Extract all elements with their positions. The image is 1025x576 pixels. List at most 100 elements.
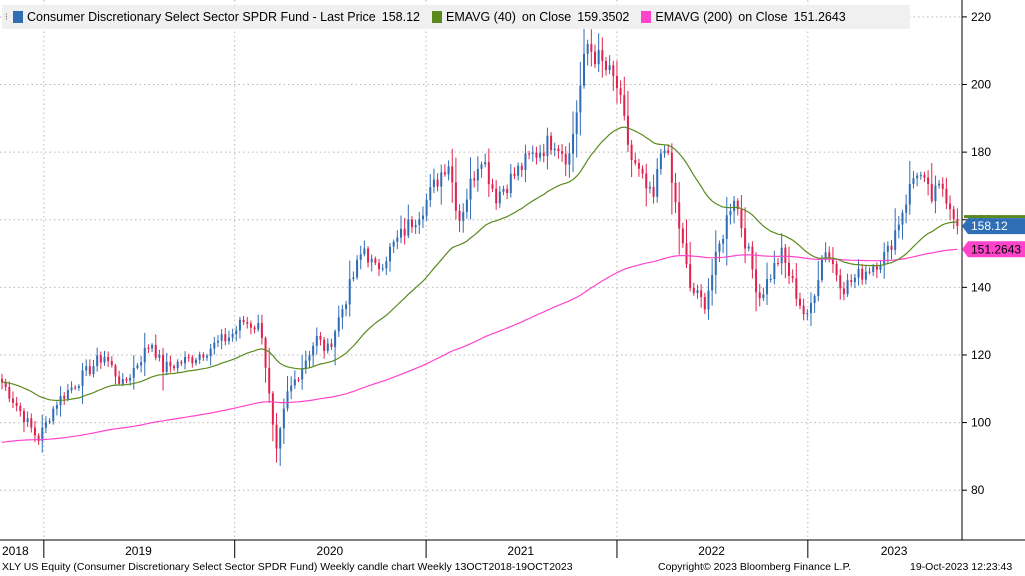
candle-body [564,153,567,165]
footer-description: XLY US Equity (Consumer Discretionary Se… [2,561,573,573]
drag-grip-icon[interactable]: ⁝ [4,11,9,23]
candle-body [517,165,520,176]
candle-body [271,393,274,425]
candle-body [828,252,831,258]
candle-body [436,179,439,187]
candle-body [689,264,692,288]
y-tick-label: 180 [971,145,991,159]
candle-body [129,377,132,381]
candle-body [733,200,736,212]
candle-body [762,294,765,299]
legend-ema40-value: 159.3502 [577,10,630,24]
candle-body [831,257,834,265]
candle-body [367,248,370,263]
candle-body [912,178,915,184]
candle-body [403,228,406,236]
candle-body [670,152,673,183]
candle-body [184,357,187,364]
candle-body [648,186,651,189]
candle-body [612,65,615,76]
candle-body [469,178,472,200]
candle-body [41,427,44,441]
candle-body [465,199,468,213]
legend-item-price[interactable]: Consumer Discretionary Select Sector SPD… [11,10,420,24]
candle-body [586,43,589,54]
candle-body [751,246,754,270]
price-tags: 158.12 151.2643 [962,215,1025,258]
candle-body [886,245,889,252]
candle-body [323,339,326,352]
candle-body [374,258,377,263]
candle-body [440,172,443,187]
legend-ema40-on: on Close [521,10,572,24]
x-axis: 2018 2019 2020 2021 2022 2023 [0,539,1025,558]
candle-body [473,178,476,181]
candle-body [758,292,761,299]
candle-body [667,150,670,153]
candle-body [795,278,798,299]
legend-item-ema40[interactable]: EMAVG (40) on Close 159.3502 [430,10,629,24]
candle-body [656,169,659,197]
candle-body [590,43,593,52]
candle-body [268,367,271,394]
candle-body [140,362,143,366]
candle-body [414,224,417,228]
candle-body [681,228,684,244]
y-tick-label: 80 [971,483,985,497]
candle-body [33,427,36,436]
candle-body [487,162,490,185]
ema200-swatch-icon [641,11,652,23]
ema200-tag-label: 151.2643 [971,242,1021,256]
candle-body [868,271,871,273]
legend-ema200-label: EMAVG (200) [655,10,733,24]
candle-body [630,144,633,160]
candle-body [257,323,260,330]
candle-body [934,185,937,202]
candle-body [209,348,212,356]
candle-body [531,152,534,154]
candle-body [813,296,816,304]
legend-item-ema200[interactable]: EMAVG (200) on Close 151.2643 [639,10,846,24]
y-tick-label: 120 [971,348,991,362]
legend-ema200-on: on Close [738,10,788,24]
candle-body [187,357,190,359]
candle-body [557,148,560,152]
candle-body [817,280,820,297]
candle-body [429,187,432,201]
candle-body [729,211,732,216]
legend-ema40-label: EMAVG (40) [445,10,516,24]
ema40-swatch-icon [431,11,442,23]
candle-body [198,354,201,360]
candle-body [315,335,318,346]
candle-body [275,424,278,449]
candle-body [147,347,150,349]
candle-body [568,153,571,165]
candle-body [378,262,381,269]
candle-body [941,183,944,189]
candle-body [498,191,501,204]
candle-body [107,356,110,362]
candle-body [389,246,392,262]
candle-body [191,357,194,364]
candle-body [528,153,531,155]
candle-body [125,379,128,381]
x-tick-label: 2018 [2,544,29,558]
ema40-tag-edge [964,215,1025,219]
candle-body [740,209,743,229]
last-price-tag-shape [962,218,1025,235]
candle-body [216,340,219,343]
candle-body [290,385,293,392]
candle-body [227,337,230,342]
candle-body [678,202,681,229]
candle-body [249,323,252,328]
candle-body [103,356,106,363]
candle-body [583,53,586,86]
candle-body [707,290,710,310]
candle-body [539,152,542,158]
x-tick-label: 2020 [317,544,344,558]
candle-body [916,175,919,179]
candle-body [626,115,629,145]
candle-body [169,361,172,367]
candle-body [824,252,827,260]
candle-body [282,408,285,429]
